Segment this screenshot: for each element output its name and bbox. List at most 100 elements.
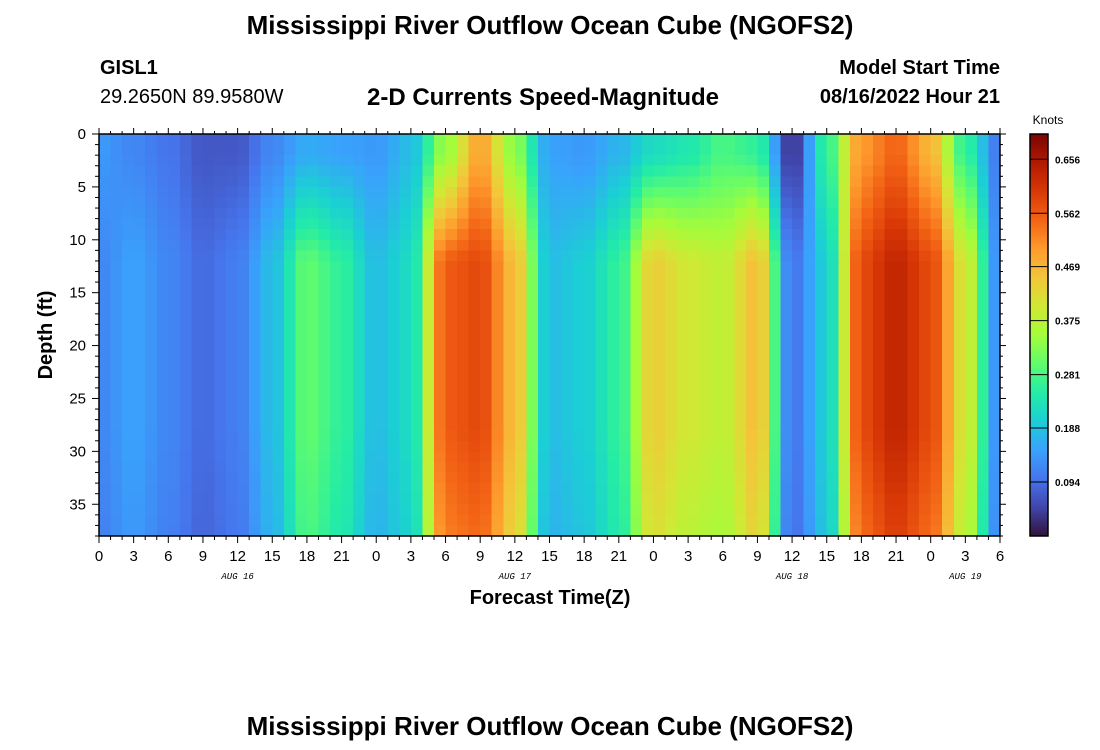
heatmap-cell [653, 303, 666, 315]
heatmap-cell [734, 525, 747, 537]
heatmap-cell [306, 208, 320, 220]
heatmap-cell [202, 313, 216, 326]
heatmap-cell [133, 324, 146, 336]
heatmap-cell [722, 504, 735, 516]
heatmap-cell [653, 186, 666, 199]
heatmap-cell [226, 292, 239, 304]
heatmap-cell [942, 472, 955, 484]
heatmap-cell [526, 197, 539, 209]
heatmap-cell [168, 208, 181, 220]
heatmap-cell [399, 197, 412, 209]
heatmap-cell [988, 197, 1001, 209]
heatmap-cell [260, 324, 273, 336]
heatmap-cell [780, 387, 793, 400]
heatmap-cell [780, 186, 793, 199]
heatmap-cell [792, 366, 805, 378]
heatmap-cell [122, 419, 135, 431]
heatmap-cell [861, 144, 874, 156]
heatmap-cell [572, 303, 585, 315]
heatmap-cell [514, 440, 527, 452]
heatmap-cell [145, 218, 158, 230]
heatmap-cell [976, 451, 990, 463]
heatmap-cell [676, 250, 689, 262]
heatmap-cell [572, 387, 585, 400]
heatmap-cell [445, 155, 458, 167]
heatmap-cell [561, 144, 574, 156]
heatmap-cell [768, 440, 782, 452]
heatmap-cell [122, 430, 135, 442]
heatmap-cell [191, 335, 204, 347]
heatmap-cell [145, 387, 158, 400]
heatmap-cell [433, 197, 447, 209]
heatmap-cell [133, 366, 146, 378]
heatmap-cell [110, 165, 123, 177]
heatmap-cell [318, 472, 331, 484]
heatmap-cell [457, 313, 470, 326]
heatmap-cell [849, 186, 862, 199]
heatmap-cell [792, 387, 805, 400]
heatmap-cell [757, 451, 770, 463]
heatmap-cell [179, 514, 193, 527]
heatmap-cell [295, 324, 308, 336]
heatmap-cell [422, 176, 435, 188]
heatmap-cell [260, 313, 273, 326]
heatmap-cell [953, 398, 966, 410]
heatmap-cell [595, 176, 608, 188]
heatmap-cell [330, 176, 343, 188]
heatmap-cell [849, 409, 862, 421]
heatmap-cell [433, 229, 447, 241]
heatmap-cell [711, 356, 724, 368]
heatmap-cell [722, 208, 735, 220]
heatmap-cell [607, 303, 620, 315]
heatmap-cell [353, 165, 366, 177]
heatmap-cell [826, 303, 839, 315]
heatmap-cell [387, 292, 400, 304]
heatmap-cell [734, 483, 747, 495]
heatmap-cell [491, 483, 504, 495]
heatmap-cell [376, 419, 389, 431]
heatmap-cell [676, 324, 689, 336]
heatmap-cell [410, 186, 424, 199]
heatmap-cell [526, 186, 539, 199]
heatmap-cell [514, 483, 527, 495]
heatmap-cell [630, 345, 643, 357]
heatmap-cell [861, 271, 874, 283]
heatmap-cell [353, 472, 366, 484]
date-label: AUG 18 [775, 572, 809, 582]
x-tick-label: 9 [753, 548, 761, 565]
heatmap-cell [260, 504, 273, 516]
heatmap-cell [514, 377, 527, 389]
heatmap-cell [711, 250, 724, 262]
heatmap-cell [768, 313, 782, 326]
heatmap-cell [491, 165, 504, 177]
heatmap-cell [745, 461, 759, 474]
heatmap-cell [607, 483, 620, 495]
heatmap-cell [641, 504, 655, 516]
heatmap-cell [711, 324, 724, 336]
heatmap-cell [399, 493, 412, 505]
heatmap-cell [110, 260, 123, 273]
heatmap-cell [734, 461, 747, 474]
heatmap-cell [838, 292, 851, 304]
heatmap-cell [561, 366, 574, 378]
heatmap-cell [133, 313, 146, 326]
heatmap-cell [445, 483, 458, 495]
heatmap-cell [226, 155, 239, 167]
heatmap-cell [942, 260, 955, 273]
heatmap-cell [815, 229, 828, 241]
heatmap-cell [214, 197, 227, 209]
heatmap-cell [896, 366, 909, 378]
heatmap-cell [826, 292, 839, 304]
heatmap-cell [792, 176, 805, 188]
x-tick-label: 12 [507, 548, 524, 565]
heatmap-cell [826, 493, 839, 505]
heatmap-cell [237, 186, 250, 199]
heatmap-cell [595, 335, 608, 347]
heatmap-cell [861, 419, 874, 431]
heatmap-cell [295, 282, 308, 294]
heatmap-cell [249, 324, 262, 336]
heatmap-cell [537, 176, 551, 188]
heatmap-cell [330, 430, 343, 442]
heatmap-cell [688, 366, 701, 378]
heatmap-cell [572, 229, 585, 241]
